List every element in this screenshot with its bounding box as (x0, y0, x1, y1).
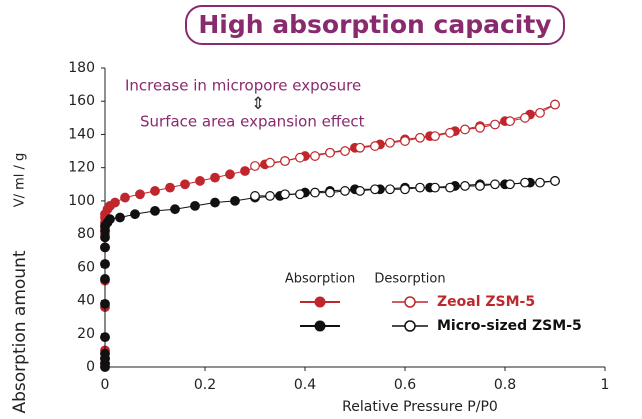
desorption-point (460, 181, 470, 191)
y-tick-label: 140 (68, 126, 95, 142)
y-tick-label: 80 (77, 226, 95, 242)
desorption-point (520, 177, 530, 188)
desorption-point (430, 182, 440, 193)
adsorption-point (150, 186, 160, 196)
desorption-point (520, 112, 530, 123)
desorption-point (280, 156, 290, 166)
annotation: Increase in micropore exposure (125, 77, 361, 95)
y-tick-label: 100 (68, 193, 95, 209)
adsorption-point (225, 169, 235, 180)
y-axis-unit: V/ ml / g (13, 153, 28, 208)
desorption-point (325, 187, 335, 198)
adsorption-point (170, 204, 180, 215)
adsorption-point (180, 179, 190, 190)
desorption-point (460, 124, 470, 135)
desorption-point (370, 184, 380, 195)
desorption-point (535, 177, 545, 188)
desorption-point (415, 182, 425, 193)
desorption-point (430, 131, 440, 142)
adsorption-point (115, 212, 125, 223)
adsorption-point (150, 205, 160, 216)
legend-marker (314, 320, 326, 332)
desorption-point (355, 142, 365, 153)
desorption-point (295, 152, 305, 163)
annotation: Surface area expansion effect (140, 113, 365, 131)
adsorption-point (135, 189, 145, 200)
adsorption-point (190, 200, 200, 211)
desorption-point (385, 137, 395, 148)
y-tick-label: 60 (77, 259, 95, 275)
desorption-point (535, 107, 545, 118)
adsorption-point (120, 192, 130, 203)
adsorption-point (230, 195, 240, 206)
y-tick-label: 20 (77, 326, 95, 342)
desorption-point (340, 146, 350, 156)
adsorption-point (100, 259, 110, 269)
desorption-point (295, 189, 305, 200)
x-tick-label: 1 (601, 377, 610, 393)
desorption-point (445, 127, 455, 138)
title-box (185, 5, 565, 45)
desorption-point (355, 186, 365, 196)
x-tick-label: 0 (101, 377, 110, 393)
x-tick-label: 0.2 (194, 377, 216, 393)
x-axis-label: Relative Pressure P/P0 (342, 399, 498, 415)
adsorption-point (105, 214, 115, 225)
desorption-point (505, 116, 515, 127)
y-tick-label: 180 (68, 60, 95, 76)
desorption-point (310, 187, 320, 198)
adsorption-point (100, 332, 110, 343)
desorption-point (250, 161, 260, 171)
y-tick-label: 40 (77, 293, 95, 309)
adsorption-point (130, 209, 140, 220)
x-tick-label: 0.4 (294, 377, 316, 393)
x-tick-label: 0.6 (394, 377, 416, 393)
y-axis-label: Absorption amount (10, 250, 30, 413)
adsorption-point (100, 298, 110, 309)
desorption-point (280, 189, 290, 200)
adsorption-point (165, 182, 175, 193)
desorption-point (370, 141, 380, 151)
desorption-point (250, 191, 260, 201)
adsorption-point (210, 197, 220, 208)
desorption-point (550, 99, 560, 110)
desorption-point (265, 191, 275, 201)
legend-label: Micro-sized ZSM-5 (437, 318, 582, 334)
arrow-icon: ⇕ (251, 94, 265, 114)
desorption-point (400, 184, 410, 195)
legend-label: Zeoal ZSM-5 (437, 294, 535, 310)
desorption-point (385, 184, 395, 195)
desorption-point (400, 136, 410, 146)
y-tick-label: 0 (86, 359, 95, 375)
y-tick-label: 160 (68, 93, 95, 109)
desorption-point (475, 122, 485, 133)
adsorption-point (195, 176, 205, 186)
desorption-point (490, 179, 500, 190)
desorption-point (340, 186, 350, 196)
desorption-point (445, 182, 455, 193)
adsorption-point (100, 274, 110, 284)
adsorption-point (240, 166, 250, 176)
desorption-point (505, 179, 515, 190)
adsorption-point (110, 197, 120, 208)
desorption-point (550, 176, 560, 186)
legend-marker (404, 320, 416, 332)
desorption-point (310, 151, 320, 161)
desorption-point (415, 132, 425, 143)
y-tick-label: 120 (68, 160, 95, 176)
adsorption-point (210, 172, 220, 183)
x-tick-label: 0.8 (494, 377, 516, 393)
legend-header: Desorption (374, 272, 445, 287)
legend-marker (404, 296, 416, 308)
desorption-point (490, 119, 500, 130)
desorption-point (325, 147, 335, 158)
desorption-point (265, 157, 275, 168)
legend-header: Absorption (285, 272, 355, 287)
chart-title: High absorption capacity (198, 10, 551, 39)
adsorption-point (100, 242, 110, 253)
adsorption-point (100, 348, 110, 359)
desorption-point (475, 181, 485, 191)
legend-marker (314, 296, 326, 308)
